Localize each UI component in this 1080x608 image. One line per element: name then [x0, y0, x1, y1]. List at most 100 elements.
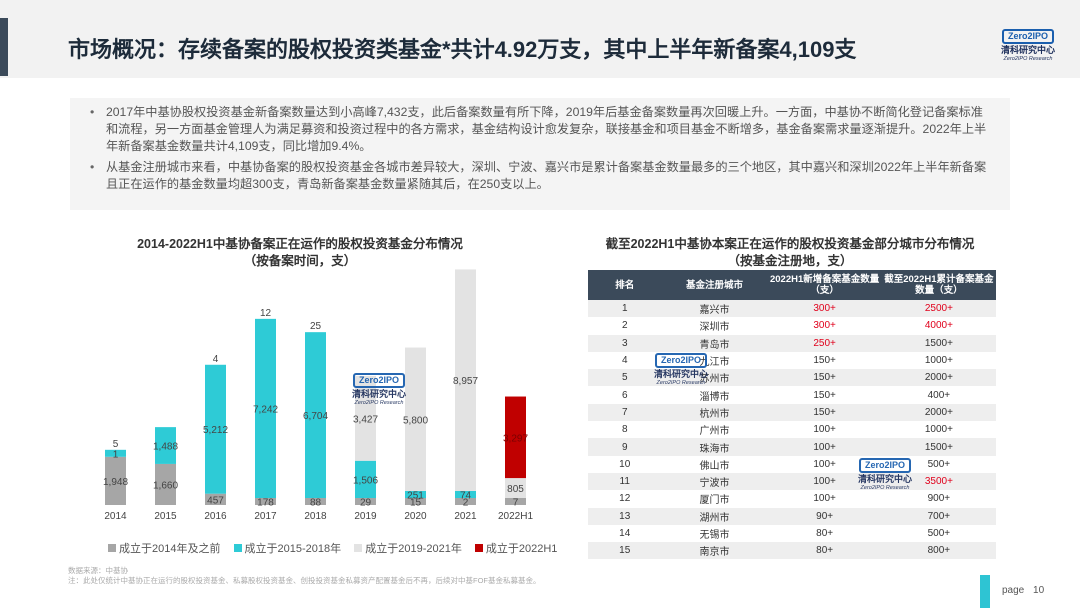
- cell-total: 500+: [881, 524, 996, 543]
- cell-total: 1000+: [881, 421, 996, 439]
- brand-logo: Zero2IPO 清科研究中心 Zero2IPO Research: [996, 26, 1060, 64]
- cell-new: 150+: [767, 386, 882, 404]
- top-label: 12: [260, 308, 272, 319]
- data-label: 6,704: [303, 411, 328, 422]
- table-body: 1 嘉兴市 300+ 2500+ 2 深圳市 300+ 4000+ 3 青岛市 250+ 1500+ 4…: [588, 300, 996, 560]
- table-row: 12 厦门市 100+ 900+: [588, 490, 996, 508]
- x-tick-label: 2014: [104, 511, 127, 522]
- cell-new: 100+: [767, 455, 882, 473]
- cell-new: 150+: [767, 369, 882, 387]
- bar-segment: [405, 491, 426, 498]
- cell-city: 珠海市: [661, 438, 768, 456]
- table-row: 2 深圳市 300+ 4000+: [588, 317, 996, 335]
- data-label: 5,800: [403, 415, 428, 426]
- footnote-note: 注：此处仅统计中基协正在运行的股权投资基金、私募股权投资基金、创投投资基金私募资…: [68, 576, 541, 585]
- data-label: 251: [407, 491, 424, 502]
- cell-city: 无锡市: [661, 524, 768, 543]
- logo-en-text: Zero2IPO Research: [1003, 56, 1053, 62]
- bar-segment: [155, 427, 176, 464]
- bar-segment: [205, 493, 226, 505]
- table-row: 15 南京市 80+ 800+: [588, 542, 996, 560]
- cell-city: 佛山市: [661, 455, 768, 473]
- table-row: 7 杭州市 150+ 2000+: [588, 403, 996, 422]
- cell-rank: 5: [588, 369, 662, 387]
- cell-total: 4000+: [881, 317, 996, 335]
- cell-rank: 6: [588, 386, 662, 404]
- cell-city: 厦门市: [661, 490, 768, 508]
- table-row: 11 宁波市 100+ 3500+: [588, 472, 996, 491]
- cell-city: 湖州市: [661, 507, 768, 525]
- intro-bullet: 从基金注册城市来看，中基协备案的股权投资基金各城市差异较大，深圳、宁波、嘉兴市是…: [90, 159, 992, 193]
- cell-total: 3500+: [881, 472, 996, 491]
- cell-total: 2000+: [881, 369, 996, 387]
- legend-item: 成立于2015-2018年: [233, 540, 341, 556]
- cell-total: 1000+: [881, 351, 996, 370]
- cell-rank: 9: [588, 438, 662, 456]
- data-label: 29: [360, 498, 372, 509]
- cell-new: 100+: [767, 438, 882, 456]
- legend-swatch: [354, 544, 363, 552]
- page-title: 市场概况：存续备案的股权投资类基金*共计4.92万支，其中上半年新备案4,109…: [68, 37, 857, 62]
- page-number: page 10: [1002, 585, 1044, 596]
- bar-segment: [405, 347, 426, 491]
- x-tick-label: 2015: [154, 511, 177, 522]
- data-label: 1,506: [353, 475, 378, 486]
- x-tick-label: 2017: [254, 511, 277, 522]
- header-city: 基金注册城市: [661, 270, 768, 300]
- legend-swatch: [474, 544, 483, 552]
- table-row: 13 湖州市 90+ 700+: [588, 507, 996, 525]
- bar-segment: [455, 269, 476, 491]
- cell-rank: 14: [588, 524, 662, 543]
- page-label: page: [1002, 585, 1025, 596]
- top-label: 25: [310, 321, 322, 332]
- table-row: 4 九江市 150+ 1000+: [588, 351, 996, 370]
- city-table: 排名 基金注册城市 2022H1新增备案基金数量（支） 截至2022H1累计备案…: [588, 270, 996, 560]
- legend-item: 成立于2022H1: [474, 540, 557, 556]
- x-tick-label: 2018: [304, 511, 327, 522]
- header-accent-bar: [0, 18, 8, 76]
- cell-rank: 13: [588, 507, 662, 525]
- header: [0, 0, 1080, 78]
- logo-en-text: Zero2IPO Research: [860, 485, 910, 491]
- bar-segment: [355, 375, 376, 461]
- table-row: 1 嘉兴市 300+ 2500+: [588, 300, 996, 318]
- logo-mark: Zero2IPO: [352, 373, 405, 388]
- watermark-logo: Zero2IPO 清科研究中心 Zero2IPO Research: [650, 350, 712, 387]
- chart-title-line1: 2014-2022H1中基协备案正在运作的股权投资基金分布情况: [137, 237, 463, 251]
- header-total: 截至2022H1累计备案基金数量（支）: [881, 270, 996, 300]
- logo-mark: Zero2IPO: [654, 353, 707, 368]
- bar-segment: [355, 498, 376, 505]
- footnote: 数据来源：中基协 注：此处仅统计中基协正在运行的股权投资基金、私募股权投资基金、…: [68, 566, 541, 586]
- bar-segment: [355, 460, 376, 498]
- table-row: 8 广州市 100+ 1000+: [588, 421, 996, 439]
- intro-bullet: 2017年中基协股权投资基金新备案数量达到小高峰7,432支，此后备案数量有所下…: [90, 104, 992, 155]
- legend-label: 成立于2019-2021年: [365, 543, 462, 555]
- city-table-wrap: 排名 基金注册城市 2022H1新增备案基金数量（支） 截至2022H1累计备案…: [588, 270, 996, 560]
- data-label: 1,660: [153, 480, 178, 491]
- cell-rank: 7: [588, 403, 662, 422]
- cell-new: 100+: [767, 421, 882, 439]
- x-tick-label: 2022H1: [498, 511, 533, 522]
- cell-total: 900+: [881, 490, 996, 508]
- cell-new: 100+: [767, 490, 882, 508]
- header-rank: 排名: [588, 270, 662, 300]
- table-row: 5 苏州市 150+ 2000+: [588, 369, 996, 387]
- cell-new: 300+: [767, 300, 882, 318]
- footnote-source: 数据来源：中基协: [68, 566, 128, 575]
- cell-new: 150+: [767, 351, 882, 370]
- table-row: 3 青岛市 250+ 1500+: [588, 334, 996, 352]
- data-label: 15: [410, 498, 422, 509]
- cell-total: 400+: [881, 386, 996, 404]
- bar-chart: 1,9481520141,6601,48820154575,2124201617…: [103, 269, 533, 522]
- legend-swatch: [233, 544, 242, 552]
- top-label: 4: [213, 354, 219, 365]
- cell-new: 90+: [767, 507, 882, 525]
- bar-segment: [105, 456, 126, 505]
- cell-total: 1500+: [881, 334, 996, 352]
- table-title: 截至2022H1中基协本案正在运作的股权投资基金部分城市分布情况 （按基金注册地…: [580, 236, 1000, 270]
- logo-cn-text: 清科研究中心: [351, 389, 406, 399]
- page-number-value: 10: [1033, 585, 1045, 596]
- table-row: 9 珠海市 100+ 1500+: [588, 438, 996, 456]
- cell-new: 80+: [767, 542, 882, 560]
- data-label: 3,297: [503, 433, 528, 444]
